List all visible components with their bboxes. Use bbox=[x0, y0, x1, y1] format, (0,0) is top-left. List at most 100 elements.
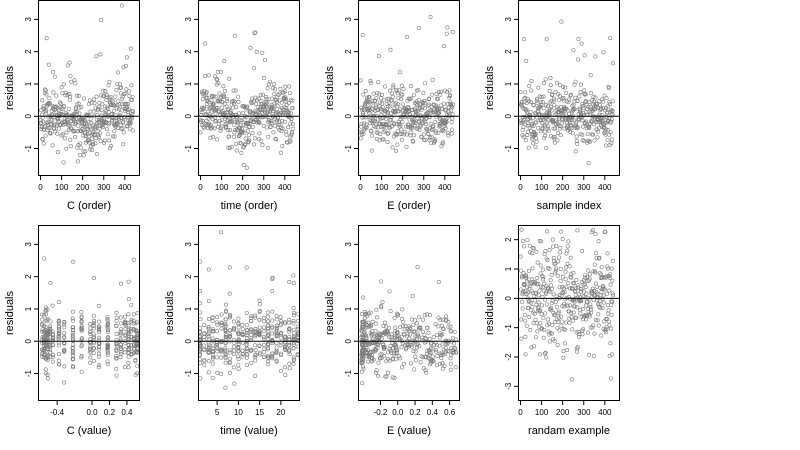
data-point bbox=[93, 123, 98, 128]
data-point bbox=[426, 102, 431, 107]
data-point bbox=[77, 105, 82, 110]
data-point bbox=[522, 244, 527, 249]
x-tick-label: 0.0 bbox=[392, 408, 404, 417]
data-point bbox=[436, 280, 441, 285]
data-point bbox=[265, 345, 270, 350]
data-point bbox=[76, 101, 81, 106]
data-point bbox=[423, 137, 428, 142]
data-point bbox=[545, 229, 550, 234]
data-point bbox=[98, 18, 103, 23]
data-point bbox=[118, 91, 123, 96]
data-point bbox=[604, 274, 609, 279]
data-point bbox=[111, 103, 116, 108]
data-point bbox=[40, 98, 45, 103]
data-point bbox=[116, 125, 121, 130]
y-tick-label: 0 bbox=[504, 296, 513, 301]
data-point bbox=[131, 312, 136, 317]
data-point bbox=[79, 355, 84, 360]
data-point bbox=[43, 124, 48, 129]
data-point bbox=[534, 120, 539, 125]
data-point bbox=[291, 361, 296, 366]
data-point bbox=[266, 336, 271, 341]
data-point bbox=[395, 311, 400, 316]
data-point bbox=[213, 118, 218, 123]
data-point bbox=[232, 325, 237, 330]
data-point bbox=[409, 344, 414, 349]
data-point bbox=[411, 338, 416, 343]
data-point bbox=[571, 310, 576, 315]
data-point bbox=[50, 303, 55, 308]
data-point bbox=[126, 342, 131, 347]
data-point bbox=[386, 122, 391, 127]
data-point bbox=[250, 124, 255, 129]
data-point bbox=[555, 131, 560, 136]
data-point bbox=[549, 308, 554, 313]
data-point bbox=[385, 370, 390, 375]
data-point bbox=[51, 69, 56, 74]
data-point bbox=[217, 118, 222, 123]
data-point bbox=[524, 100, 529, 105]
data-point bbox=[558, 245, 563, 250]
data-point bbox=[568, 286, 573, 291]
data-point bbox=[440, 361, 445, 366]
data-point bbox=[450, 348, 455, 353]
data-point bbox=[265, 323, 270, 328]
data-point bbox=[446, 320, 451, 325]
data-point bbox=[550, 92, 555, 97]
data-point bbox=[548, 307, 553, 312]
data-point bbox=[549, 331, 554, 336]
data-point bbox=[43, 133, 48, 138]
data-point bbox=[408, 125, 413, 130]
data-point bbox=[229, 118, 234, 123]
data-point bbox=[231, 88, 236, 93]
data-point bbox=[214, 107, 219, 112]
data-point bbox=[288, 98, 293, 103]
data-point bbox=[548, 283, 553, 288]
data-point bbox=[258, 93, 263, 98]
data-point bbox=[62, 348, 67, 353]
data-point bbox=[131, 109, 136, 114]
data-point bbox=[91, 351, 96, 356]
data-point bbox=[126, 361, 131, 366]
data-point bbox=[552, 140, 557, 145]
data-point bbox=[97, 131, 102, 136]
data-point bbox=[572, 118, 577, 123]
data-point bbox=[223, 309, 228, 314]
data-point bbox=[128, 119, 133, 124]
data-point bbox=[218, 69, 223, 74]
data-point bbox=[445, 348, 450, 353]
data-point bbox=[448, 100, 453, 105]
data-point bbox=[70, 309, 75, 314]
data-point bbox=[287, 90, 292, 95]
data-point bbox=[419, 134, 424, 139]
data-point bbox=[236, 349, 241, 354]
data-point bbox=[529, 345, 534, 350]
data-point bbox=[556, 311, 561, 316]
data-point bbox=[223, 352, 228, 357]
data-point bbox=[282, 119, 287, 124]
data-point bbox=[402, 132, 407, 137]
data-point bbox=[255, 120, 260, 125]
data-point bbox=[524, 273, 529, 278]
data-point bbox=[222, 111, 227, 116]
data-point bbox=[402, 129, 407, 134]
data-point bbox=[206, 370, 211, 375]
data-point bbox=[549, 301, 554, 306]
data-point bbox=[588, 302, 593, 307]
y-tick-label: 1 bbox=[504, 81, 513, 86]
data-point bbox=[114, 310, 119, 315]
data-point bbox=[118, 355, 123, 360]
data-point bbox=[227, 265, 232, 270]
data-point bbox=[573, 288, 578, 293]
data-point bbox=[436, 324, 441, 329]
data-point bbox=[436, 315, 441, 320]
data-point bbox=[82, 117, 87, 122]
data-point bbox=[227, 332, 232, 337]
data-point bbox=[596, 129, 601, 134]
data-point bbox=[91, 323, 96, 328]
data-point bbox=[231, 351, 236, 356]
data-point bbox=[97, 335, 102, 340]
plot-frame bbox=[38, 225, 140, 401]
data-point bbox=[550, 286, 555, 291]
data-point bbox=[61, 160, 66, 165]
